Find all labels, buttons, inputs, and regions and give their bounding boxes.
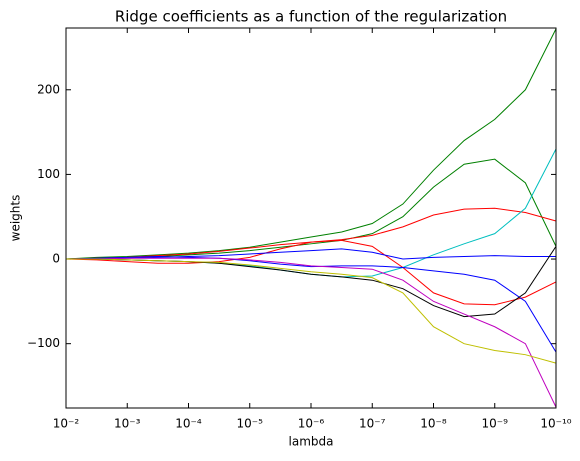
- x-tick-label: 10⁻¹⁰: [540, 417, 571, 431]
- series-line: [65, 207, 557, 260]
- y-tick-label: 100: [37, 167, 60, 181]
- x-tick-label: 10⁻⁷: [359, 417, 386, 431]
- x-tick-label: 10⁻⁴: [175, 417, 202, 431]
- series-line: [66, 257, 557, 408]
- series-line: [65, 256, 557, 353]
- x-tick-label: 10⁻²: [53, 417, 80, 431]
- y-tick-label: 200: [37, 82, 60, 96]
- chart-title: Ridge coefficients as a function of the …: [115, 8, 507, 26]
- series-line: [66, 248, 556, 260]
- x-tick-label: 10⁻⁵: [237, 417, 264, 431]
- plot-frame: [65, 27, 557, 409]
- x-tick-label: 10⁻⁸: [420, 417, 447, 431]
- y-axis-label: weights: [9, 195, 23, 242]
- series-line: [65, 239, 557, 306]
- series-line: [65, 158, 557, 260]
- x-tick-label: 10⁻⁶: [298, 417, 325, 431]
- x-tick-label: 10⁻³: [114, 417, 141, 431]
- series-line: [66, 258, 557, 364]
- x-axis-label: lambda: [289, 435, 334, 449]
- y-tick-label: −100: [27, 336, 60, 350]
- y-tick-label: 0: [52, 252, 60, 266]
- series-line: [65, 28, 557, 260]
- x-tick-label: 10⁻⁹: [482, 417, 509, 431]
